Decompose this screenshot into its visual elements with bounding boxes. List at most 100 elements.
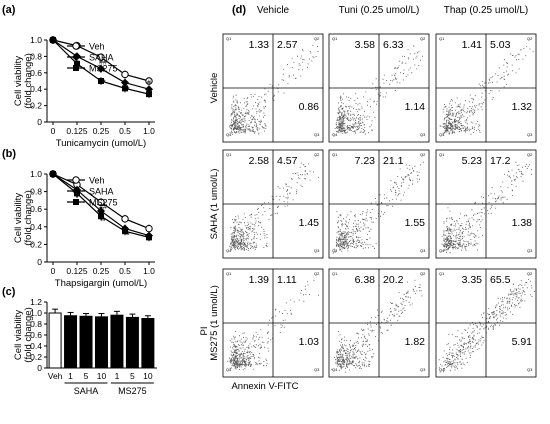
significance-mark: * <box>148 92 151 99</box>
significance-mark: * <box>124 81 127 88</box>
row-label: Vehicle <box>209 73 220 104</box>
quadrant-value-q3: 5.91 <box>512 336 533 348</box>
corner-label: Q4 <box>332 132 338 137</box>
column-title: Vehicle <box>257 5 290 16</box>
point-veh <box>97 53 105 61</box>
quadrant-value-q1: 1.39 <box>249 274 270 286</box>
bar <box>48 312 62 369</box>
legend-entry: MS275 <box>89 64 118 74</box>
x-tick-label: 0 <box>51 126 56 136</box>
legend-marker <box>72 42 80 50</box>
y-tick-label: 0 <box>37 117 42 127</box>
legend-entry: Veh <box>89 42 105 52</box>
y-axis-label: Cell viability <box>13 56 24 106</box>
corner-label: Q3 <box>527 248 533 253</box>
quadrant-value-q2: 6.33 <box>383 39 404 51</box>
point-ms275 <box>146 91 152 98</box>
quadrant-value-q1: 1.33 <box>249 39 270 51</box>
scatter-dots <box>438 278 535 373</box>
point-saha <box>121 78 129 87</box>
corner-label: Q2 <box>527 271 533 276</box>
significance-mark: ## <box>99 60 107 67</box>
corner-label: Q3 <box>420 132 426 137</box>
y-tick-label: 0.6 <box>30 204 42 214</box>
quadrant-value-q1: 6.38 <box>355 274 376 286</box>
quadrant-value-q1: 1.41 <box>462 39 483 51</box>
significance-mark: ** <box>100 79 106 86</box>
quadrant-value-q1: 7.23 <box>355 155 376 167</box>
corner-label: Q3 <box>314 367 320 372</box>
flow-plot: 3.35 65.5 5.91 Q1 Q2 Q4 Q3 <box>435 268 537 378</box>
y-axis-label: Cell viability <box>13 193 24 243</box>
y-tick-label: 0.4 <box>30 341 42 351</box>
corner-label: Q2 <box>314 36 320 41</box>
corner-label: Q4 <box>226 132 232 137</box>
flow-plot: 2.58 4.57 1.45 Q1 Q2 Q4 Q3 <box>222 149 324 259</box>
point-veh <box>145 77 153 85</box>
corner-label: Q2 <box>527 152 533 157</box>
y-axis-unit: (fold change) <box>23 53 34 108</box>
x-axis-label: Tunicamycin (umol/L) <box>56 138 146 149</box>
flow-cytometry-grid: Vehicle Tuni (0.25 umol/L) Thap (0.25 umol… <box>199 5 537 392</box>
x-tick-label: 0.5 <box>119 126 131 136</box>
quadrant-value-q3: 1.82 <box>405 336 426 348</box>
chart-b: 0 0.2 0.4 0.6 0.8 1.0 0 0.125 0.25 0.5 1.0 Thapsiga… <box>13 169 155 289</box>
y-tick-label: 0 <box>37 257 42 267</box>
quadrant-value-q1: 5.23 <box>462 155 483 167</box>
legend-entry: SAHA <box>89 187 114 197</box>
legend-marker <box>73 199 79 205</box>
bar <box>141 318 155 369</box>
quadrant-value-q3: 1.55 <box>405 217 426 229</box>
quadrant-value-q3: 1.14 <box>405 101 426 113</box>
x-tick-label: 5 <box>84 371 89 381</box>
y-tick-label: 0 <box>37 363 42 373</box>
flow-plot: 1.39 1.11 1.03 Q1 Q2 Q4 Q3 <box>222 268 324 378</box>
y-tick-label: 0.8 <box>30 187 42 197</box>
corner-label: Q1 <box>332 271 338 276</box>
quadrant-value-q2: 65.5 <box>490 274 511 286</box>
y-tick-label: 0.8 <box>30 319 42 329</box>
x-tick-label: Veh <box>48 371 63 381</box>
x-tick-label: 0.5 <box>119 266 131 276</box>
flow-plot: 7.23 21.1 1.55 Q1 Q2 Q4 Q3 <box>328 149 430 259</box>
flow-plot: 3.58 6.33 1.14 Q1 Q2 Q4 Q3 <box>328 33 430 143</box>
y-tick-label: 0.4 <box>30 84 42 94</box>
corner-label: Q3 <box>527 367 533 372</box>
point-veh <box>97 198 105 206</box>
point-ms275 <box>74 60 80 67</box>
y-tick-label: 1.0 <box>30 169 42 179</box>
quadrant-value-q3: 1.38 <box>512 217 533 229</box>
x-tick-label: 1 <box>115 371 120 381</box>
panel-label-a: (a) <box>2 4 16 16</box>
panel-label-d: (d) <box>232 4 246 16</box>
y-tick-label: 0.6 <box>30 68 42 78</box>
point-veh <box>121 70 129 79</box>
scatter-dots <box>229 162 319 251</box>
x-tick-label: 0.125 <box>66 126 88 136</box>
quadrant-value-q3: 1.03 <box>299 336 320 348</box>
y-tick-label: 1.0 <box>30 35 42 45</box>
quadrant-value-q1: 3.35 <box>462 274 483 286</box>
bar <box>79 315 93 369</box>
corner-label: Q3 <box>420 248 426 253</box>
corner-label: Q2 <box>314 271 320 276</box>
quadrant-value-q3: 0.86 <box>299 101 320 113</box>
significance-mark: ## <box>99 204 107 211</box>
x-tick-label: 0.25 <box>93 126 110 136</box>
chart-a: 0 0.2 0.4 0.6 0.8 1.0 0 0.125 0.25 0.5 1.0 Tunicamy… <box>13 35 155 149</box>
point-ms275 <box>98 78 104 84</box>
y-tick-label: 1.2 <box>30 297 42 307</box>
corner-label: Q4 <box>439 367 445 372</box>
y-tick-label: 0.2 <box>30 239 42 249</box>
corner-label: Q4 <box>226 248 232 253</box>
corner-label: Q4 <box>332 248 338 253</box>
bar <box>94 316 108 369</box>
corner-label: Q2 <box>420 152 426 157</box>
point-saha <box>97 64 105 73</box>
x-axis-label: Thapsigargin (umol/L) <box>55 278 147 289</box>
quadrant-value-q1: 3.58 <box>355 39 376 51</box>
legend-marker <box>72 187 80 195</box>
quadrant-value-q2: 20.2 <box>383 274 404 286</box>
flow-plot: 1.33 2.57 0.86 Q1 Q2 Q4 Q3 <box>222 33 324 143</box>
